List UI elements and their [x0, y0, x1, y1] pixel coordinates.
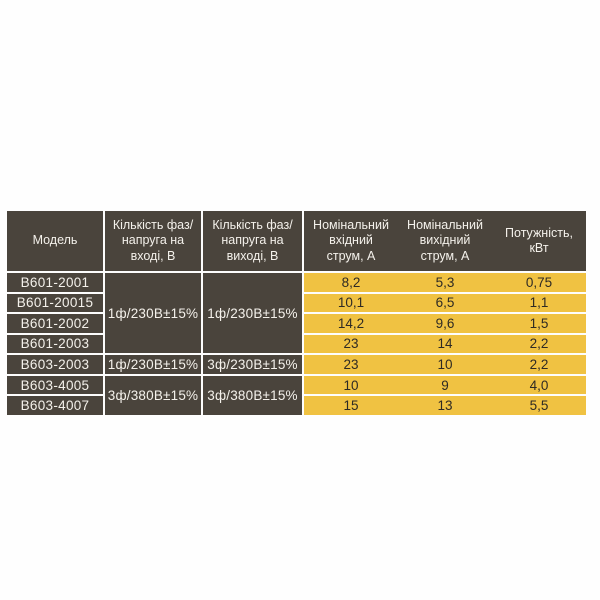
power-value: 2,2: [529, 336, 549, 352]
data-row: 23 14 2,2: [304, 334, 586, 354]
power-value: 4,0: [529, 377, 549, 393]
output-current-value: 14: [437, 336, 453, 352]
input-current-value: 15: [343, 398, 359, 414]
model-cell: B601-20015: [7, 293, 103, 313]
voltage-output-cell-group1: 1ф/230В±15%: [203, 273, 302, 354]
output-current-value: 5,3: [435, 274, 455, 290]
output-current-value: 13: [437, 398, 453, 414]
model-cell: B603-4005: [7, 375, 103, 395]
data-row: 10,1 6,5 1,1: [304, 293, 586, 313]
input-current-value: 10: [343, 377, 359, 393]
power-value: 5,5: [529, 398, 549, 414]
model-cell: B603-4007: [7, 396, 103, 415]
input-current-value: 8,2: [341, 274, 361, 290]
voltage-input-cell-group1: 1ф/230В±15%: [105, 273, 201, 354]
voltage-output-cell-row5: 3ф/230В±15%: [203, 355, 302, 374]
power-value: 1,1: [529, 295, 549, 311]
input-current-value: 10,1: [337, 295, 365, 311]
data-row: 14,2 9,6 1,5: [304, 314, 586, 333]
header-currents-power-group: Номінальний вхідний струм, А Номінальний…: [304, 211, 586, 271]
power-value: 2,2: [529, 357, 549, 373]
model-cell: B601-2001: [7, 273, 103, 292]
output-current-value: 9: [441, 377, 449, 393]
model-cell: B601-2003: [7, 334, 103, 354]
header-input-phase-voltage: Кількість фаз/напруга на вході, В: [105, 211, 201, 271]
header-output-phase-voltage: Кількість фаз/напруга на виході, В: [203, 211, 302, 271]
spec-table: Модель Кількість фаз/напруга на вході, В…: [7, 211, 586, 415]
voltage-output-cell-group2: 3ф/380В±15%: [203, 375, 302, 415]
output-current-value: 6,5: [435, 295, 455, 311]
header-model: Модель: [7, 211, 103, 271]
input-current-value: 23: [343, 336, 359, 352]
data-row: 15 13 5,5: [304, 396, 586, 415]
model-cell: B603-2003: [7, 355, 103, 374]
data-row: 8,2 5,3 0,75: [304, 273, 586, 292]
output-current-value: 10: [437, 357, 453, 373]
voltage-input-cell-row5: 1ф/230В±15%: [105, 355, 201, 374]
output-current-value: 9,6: [435, 315, 455, 331]
header-output-current: Номінальний вихідний струм, А: [407, 218, 483, 263]
power-value: 0,75: [525, 274, 553, 290]
header-input-current: Номінальний вхідний струм, А: [313, 218, 389, 263]
data-row: 23 10 2,2: [304, 355, 586, 374]
header-power: Потужність, кВт: [505, 225, 573, 255]
input-current-value: 23: [343, 357, 359, 373]
input-current-value: 14,2: [337, 315, 365, 331]
voltage-input-cell-group2: 3ф/380В±15%: [105, 375, 201, 415]
model-cell: B601-2002: [7, 314, 103, 333]
data-row: 10 9 4,0: [304, 375, 586, 395]
power-value: 1,5: [529, 315, 549, 331]
